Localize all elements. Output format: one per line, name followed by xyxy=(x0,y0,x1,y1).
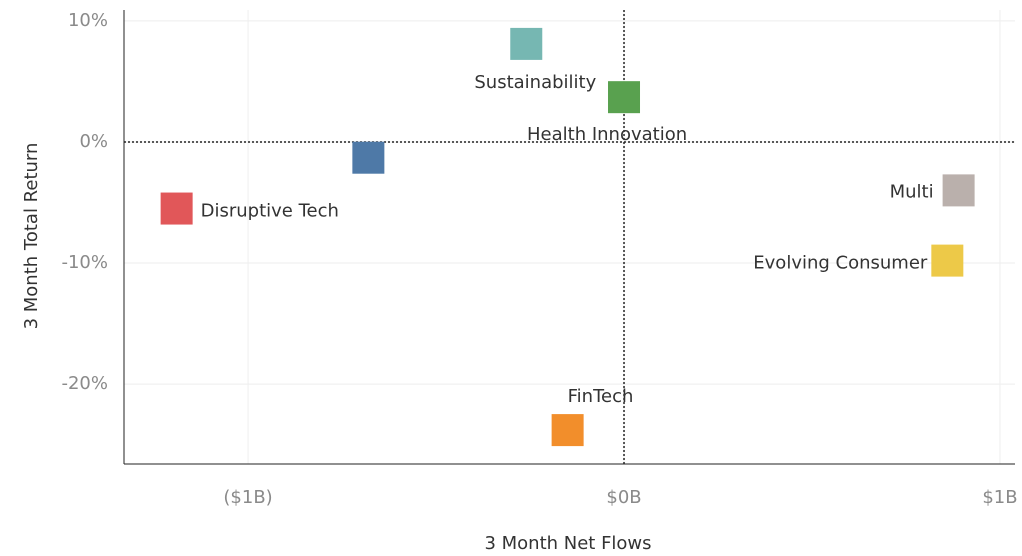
point xyxy=(352,141,385,174)
y-tick-label: -20% xyxy=(61,373,108,394)
y-tick-label: -10% xyxy=(61,252,108,273)
y-tick-label: 0% xyxy=(79,131,108,152)
point xyxy=(160,192,193,225)
x-tick-label: $0B xyxy=(606,487,641,508)
point xyxy=(551,414,584,447)
point xyxy=(608,81,641,114)
point-label: FinTech xyxy=(568,386,634,407)
point xyxy=(931,244,964,277)
point-label: Multi xyxy=(890,181,934,202)
point-label: Health Innovation xyxy=(527,124,687,145)
point-label: Evolving Consumer xyxy=(753,253,928,274)
point xyxy=(942,174,975,207)
y-tick-label: 10% xyxy=(68,10,108,31)
point-label: Sustainability xyxy=(474,72,596,93)
point-label: Disruptive Tech xyxy=(201,201,339,222)
point xyxy=(510,27,543,60)
x-axis-title: 3 Month Net Flows xyxy=(484,533,651,554)
x-tick-label: $1B xyxy=(982,487,1017,508)
x-tick-label: ($1B) xyxy=(223,487,272,508)
y-axis-title: 3 Month Total Return xyxy=(21,143,42,330)
